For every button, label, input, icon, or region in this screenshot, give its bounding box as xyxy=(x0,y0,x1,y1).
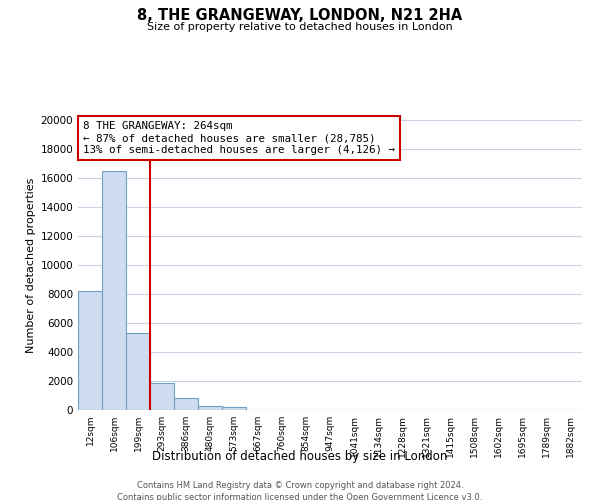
Text: Distribution of detached houses by size in London: Distribution of detached houses by size … xyxy=(152,450,448,463)
Text: 8, THE GRANGEWAY, LONDON, N21 2HA: 8, THE GRANGEWAY, LONDON, N21 2HA xyxy=(137,8,463,22)
Bar xyxy=(126,333,150,410)
Y-axis label: Number of detached properties: Number of detached properties xyxy=(26,178,36,352)
Text: 8 THE GRANGEWAY: 264sqm
← 87% of detached houses are smaller (28,785)
13% of sem: 8 THE GRANGEWAY: 264sqm ← 87% of detache… xyxy=(83,122,395,154)
Bar xyxy=(222,406,246,410)
Text: Contains HM Land Registry data © Crown copyright and database right 2024.: Contains HM Land Registry data © Crown c… xyxy=(137,481,463,490)
Text: Size of property relative to detached houses in London: Size of property relative to detached ho… xyxy=(147,22,453,32)
Bar xyxy=(102,171,126,410)
Bar xyxy=(78,291,102,410)
Text: Contains public sector information licensed under the Open Government Licence v3: Contains public sector information licen… xyxy=(118,492,482,500)
Bar xyxy=(174,398,198,410)
Bar xyxy=(150,383,174,410)
Bar xyxy=(198,406,222,410)
